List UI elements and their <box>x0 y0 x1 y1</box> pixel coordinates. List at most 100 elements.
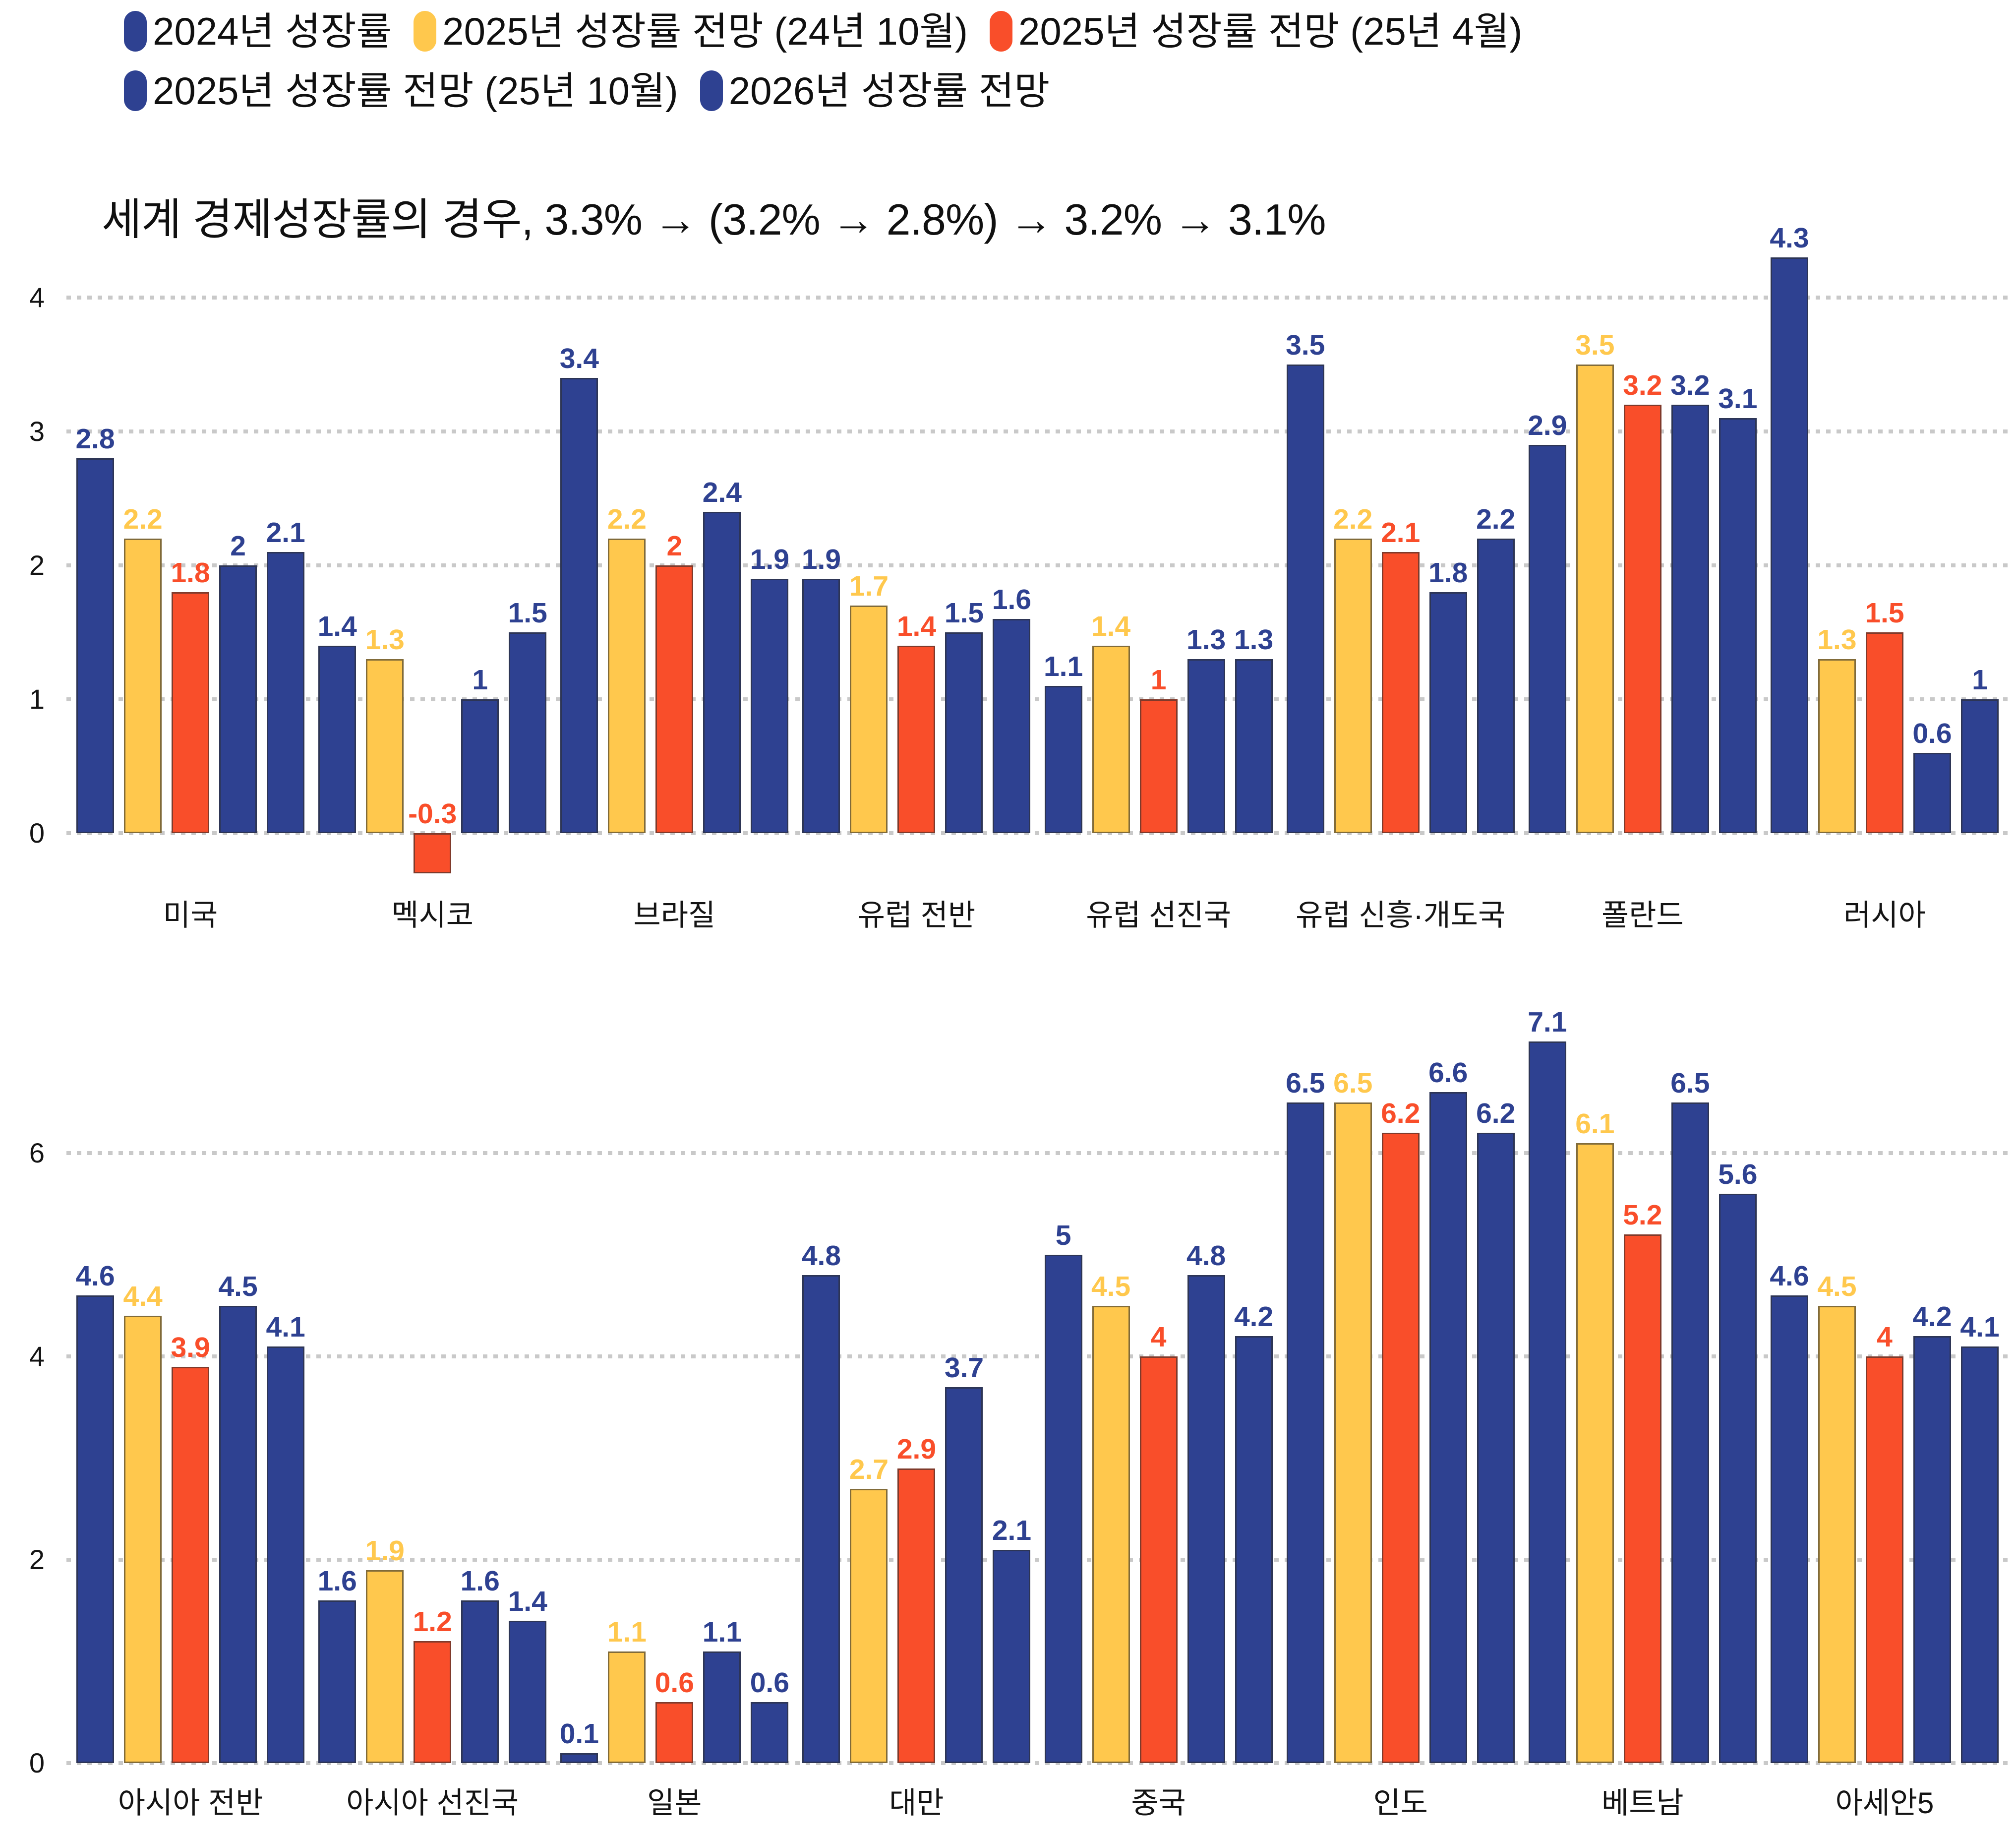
bar <box>703 1651 741 1763</box>
bar-value-label: 0.6 <box>654 1667 694 1699</box>
x-axis-category-label: 폴란드 <box>1601 899 1684 932</box>
bar-value-label: 1.1 <box>702 1616 742 1648</box>
gridline <box>66 1354 2009 1358</box>
bar <box>608 539 646 833</box>
x-axis-category-label: 일본 <box>647 1786 702 1820</box>
bar-value-label: 0.1 <box>559 1717 599 1750</box>
legend-item-label: 2024년 성장률 <box>153 9 392 53</box>
bar-value-label: 1.4 <box>896 611 937 642</box>
bar-value-label: 1.3 <box>1186 624 1226 656</box>
bar <box>608 1651 646 1763</box>
bar <box>1044 1255 1082 1763</box>
x-axis-category-label: 브라질 <box>633 899 716 932</box>
chart-panel-top: 0 1 2 3 4 미국 2.8 2.2 1.8 2 2.1 멕시코 1.4 1.3 -0.3 1 1.5 브라질… <box>29 222 2009 932</box>
bar-value-label: 1 <box>472 664 488 696</box>
bar-value-label: 4 <box>1150 1321 1167 1353</box>
bar-value-label: 2.7 <box>849 1453 889 1485</box>
legend-item-label: 2025년 성장률 전망 (24년 10월) <box>442 9 968 53</box>
y-axis-tick-label: 2 <box>29 1544 45 1575</box>
bar-value-label: 2.8 <box>75 423 115 455</box>
bar <box>993 1549 1031 1763</box>
bar-value-label: 4.4 <box>123 1281 163 1312</box>
bar <box>1719 418 1757 833</box>
bar-value-label: 6.5 <box>1333 1067 1373 1099</box>
bar <box>267 1346 305 1763</box>
bar <box>1528 1041 1566 1763</box>
bar-value-label: 1.4 <box>317 611 357 642</box>
bar-value-label: 1.9 <box>365 1534 405 1567</box>
bar-value-label: 3.4 <box>559 343 599 374</box>
bar-value-label: 1.1 <box>1043 651 1083 682</box>
bar-value-label: 4.6 <box>1770 1260 1809 1292</box>
bar <box>1671 1102 1709 1763</box>
bar-value-label: 1.1 <box>607 1616 647 1648</box>
bar <box>124 1316 162 1763</box>
bar <box>1719 1194 1757 1763</box>
bar <box>1576 1143 1614 1763</box>
bar <box>509 1621 547 1763</box>
x-axis-category-label: 멕시코 <box>391 899 474 932</box>
bar <box>850 606 888 833</box>
bar <box>1913 1336 1951 1763</box>
gridline <box>66 1558 2009 1562</box>
bar <box>655 1702 694 1763</box>
bar <box>1381 1133 1420 1763</box>
bar <box>1286 1102 1324 1763</box>
bar <box>1187 1275 1225 1763</box>
bar <box>1477 1133 1515 1763</box>
bar-value-label: 2.1 <box>992 1514 1032 1546</box>
bar-value-label: 2 <box>666 530 683 562</box>
bar <box>219 1305 257 1763</box>
legend-item-label: 2025년 성장률 전망 (25년 4월) <box>1018 9 1523 53</box>
bar <box>219 565 257 833</box>
bar-value-label: 3.5 <box>1286 329 1325 361</box>
bar-value-label: 1.5 <box>944 597 984 629</box>
bar-value-label: 3.9 <box>171 1331 210 1363</box>
bar-value-label: 4.6 <box>75 1260 115 1292</box>
bar-value-label: 2.2 <box>1333 503 1373 535</box>
bar-value-label: 5.6 <box>1718 1159 1758 1190</box>
x-axis-category-label: 베트남 <box>1601 1786 1684 1820</box>
bar <box>414 1641 452 1763</box>
bar <box>560 1753 598 1763</box>
bar <box>1865 632 1903 833</box>
bar-value-label: 6.6 <box>1428 1057 1468 1089</box>
bar <box>945 1387 983 1763</box>
bar-value-label: 1.8 <box>171 557 210 589</box>
legend-item: 2025년 성장률 전망 (25년 4월) <box>990 4 1522 59</box>
x-axis-category-label: 아시아 전반 <box>118 1786 263 1820</box>
x-axis-category-label: 대만 <box>889 1786 944 1820</box>
x-axis-category-label: 미국 <box>163 899 218 932</box>
bar <box>1139 1356 1178 1763</box>
bar-value-label: 6.2 <box>1381 1098 1421 1129</box>
bar <box>461 699 499 833</box>
bar-value-label: 1.9 <box>801 544 841 575</box>
bar-value-label: 6.5 <box>1286 1067 1325 1099</box>
bar-value-label: 4.8 <box>1186 1240 1226 1272</box>
x-axis-category-label: 러시아 <box>1843 899 1926 932</box>
legend-item-label: 2026년 성장률 전망 <box>728 69 1050 113</box>
bar <box>124 539 162 833</box>
chart-legend: 2024년 성장률 2025년 성장률 전망 (24년 10월) 2025년 성장률… <box>124 4 1810 118</box>
bar-value-label: 0.6 <box>1912 718 1952 749</box>
bar-value-label: 1.2 <box>413 1606 452 1638</box>
bar <box>1286 365 1324 833</box>
bar <box>1671 405 1709 833</box>
bar <box>560 378 598 833</box>
gridline <box>66 563 2009 567</box>
bar-value-label: 0.6 <box>750 1667 789 1699</box>
bar <box>1044 686 1082 833</box>
legend-swatch-icon <box>124 70 147 111</box>
bar-value-label: 1.5 <box>508 597 547 629</box>
y-axis-tick-label: 4 <box>29 282 45 313</box>
bar <box>76 458 115 833</box>
bar <box>172 592 210 833</box>
legend-swatch-icon <box>700 70 723 111</box>
legend-item: 2025년 성장률 전망 (24년 10월) <box>414 4 968 59</box>
gridline <box>66 429 2009 433</box>
bar-value-label: 1.5 <box>1865 597 1904 629</box>
bar <box>1429 592 1467 833</box>
bar <box>318 1600 356 1763</box>
bar-value-label: 2.2 <box>123 503 163 535</box>
bar-value-label: 3.5 <box>1575 329 1615 361</box>
